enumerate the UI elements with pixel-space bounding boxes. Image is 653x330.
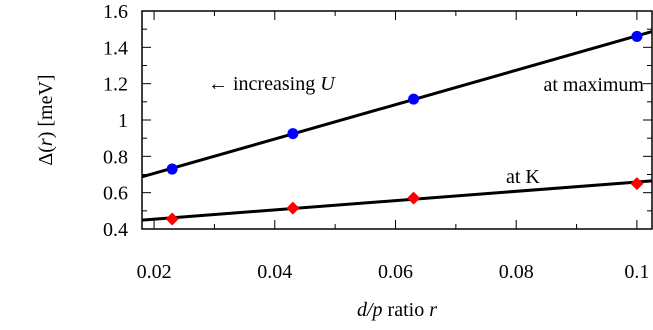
data-point-at-k	[407, 192, 420, 205]
x-tick-label: 0.04	[257, 261, 292, 283]
y-tick-label: 1.2	[103, 74, 128, 96]
y-tick-label: 0.4	[103, 219, 128, 241]
data-markers	[166, 31, 644, 226]
x-tick-label: 0.06	[378, 261, 413, 283]
y-tick-label: 1.6	[103, 1, 128, 23]
fit-line-at-k	[142, 181, 652, 220]
y-tick-labels: 0.4 0.6 0.8 1 1.2 1.4 1.6	[103, 1, 128, 241]
x-tick-label: 0.02	[137, 261, 172, 283]
data-point-at-maximum	[631, 31, 642, 42]
data-point-at-k	[286, 202, 299, 215]
y-axis-label: Δ(r) [meV]	[35, 74, 57, 165]
x-tick-labels: 0.02 0.04 0.06 0.08 0.1	[137, 261, 650, 283]
plot-frame	[142, 11, 652, 229]
x-axis-label: d/p ratio r	[357, 299, 437, 321]
data-point-at-maximum	[167, 164, 178, 175]
x-tick-label: 0.08	[499, 261, 534, 283]
y-tick-label: 1	[118, 110, 128, 132]
ticks	[142, 11, 652, 229]
data-point-at-maximum	[287, 128, 298, 139]
x-tick-label: 0.1	[624, 261, 649, 283]
y-tick-label: 1.4	[103, 37, 128, 59]
fit-line-at-maximum	[142, 32, 652, 177]
data-point-at-k	[630, 177, 643, 190]
annotation-increasing-u: ← increasing U	[208, 73, 336, 95]
label-at-k: at K	[506, 166, 540, 188]
y-tick-label: 0.6	[103, 183, 128, 205]
y-tick-label: 0.8	[103, 146, 128, 168]
data-point-at-maximum	[408, 94, 419, 105]
fit-lines	[142, 32, 652, 221]
data-point-at-k	[166, 213, 179, 226]
label-at-maximum: at maximum	[543, 74, 644, 96]
